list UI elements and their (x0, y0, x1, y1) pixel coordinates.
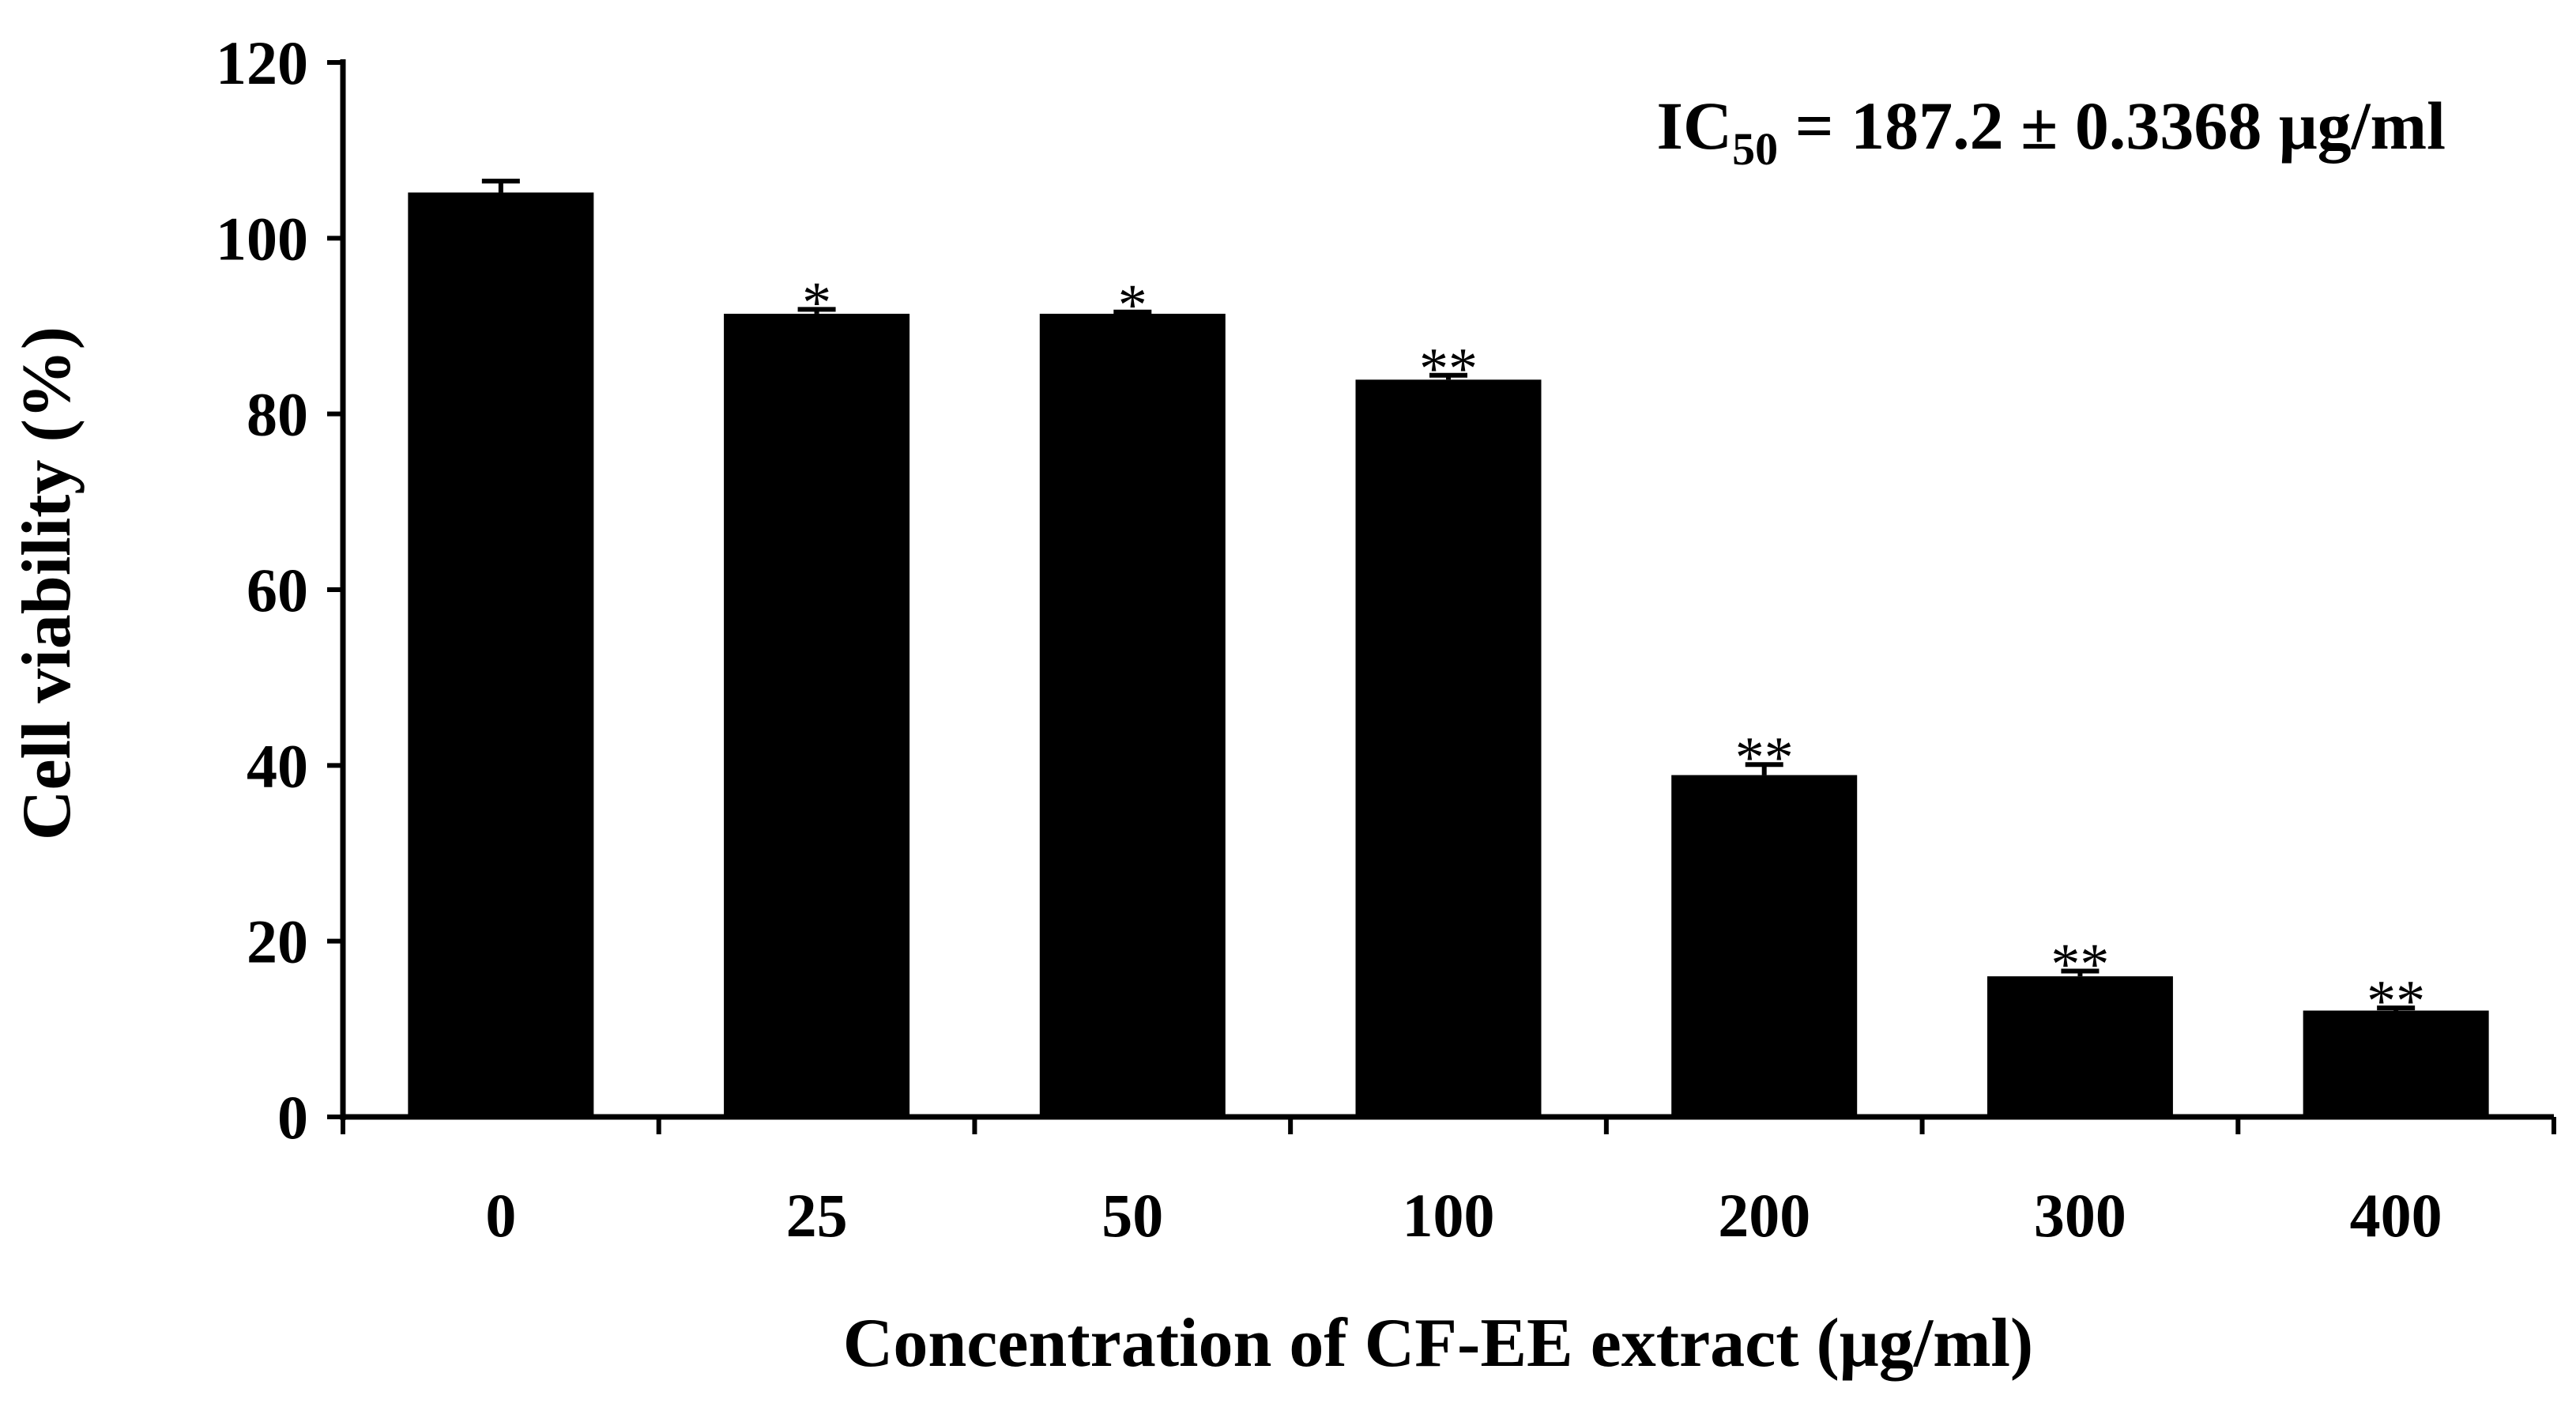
y-tick-label: 100 (216, 204, 308, 273)
significance-label: ** (2051, 932, 2109, 997)
y-axis-title: Cell viability (%) (9, 326, 85, 840)
ic50-annotation: IC50 = 187.2 ± 0.3368 μg/ml (1657, 88, 2446, 175)
bar (1987, 976, 2173, 1117)
bar (1355, 379, 1542, 1118)
y-tick-label: 60 (247, 556, 308, 624)
significance-label: * (1118, 273, 1147, 338)
bar (408, 192, 594, 1118)
y-tick-label: 80 (247, 380, 308, 449)
ic50-prefix: IC (1657, 88, 1733, 164)
x-tick-label: 200 (1718, 1181, 1810, 1250)
y-axis-ticks: 0 20 40 60 80 100 120 (216, 28, 343, 1152)
x-axis-ticks: 0 25 50 100 200 300 400 (341, 1117, 2556, 1250)
significance-label: * (802, 270, 831, 335)
bars-group: * ********* (408, 179, 2489, 1118)
significance-label: ** (1735, 726, 1794, 790)
bar (724, 313, 910, 1118)
significance-label: ** (1419, 337, 1478, 402)
y-tick-label: 0 (277, 1083, 308, 1152)
x-tick-label: 300 (2034, 1181, 2126, 1250)
y-tick-label: 40 (247, 731, 308, 800)
x-tick-label: 50 (1102, 1181, 1163, 1250)
bar (1039, 313, 1226, 1118)
bar (1671, 775, 1858, 1117)
ic50-subscript: 50 (1732, 123, 1778, 175)
x-tick-label: 400 (2350, 1181, 2442, 1250)
bar (2303, 1010, 2489, 1117)
x-tick-label: 25 (786, 1181, 848, 1250)
x-tick-label: 100 (1403, 1181, 1495, 1250)
significance-label: ** (2367, 969, 2425, 1034)
x-tick-label: 0 (485, 1181, 516, 1250)
y-tick-label: 120 (216, 28, 308, 97)
y-tick-label: 20 (247, 907, 308, 976)
ic50-value: = 187.2 ± 0.3368 μg/ml (1778, 88, 2446, 164)
x-axis-title: Concentration of CF-EE extract (μg/ml) (843, 1305, 2033, 1382)
axes-group (340, 59, 2554, 1120)
